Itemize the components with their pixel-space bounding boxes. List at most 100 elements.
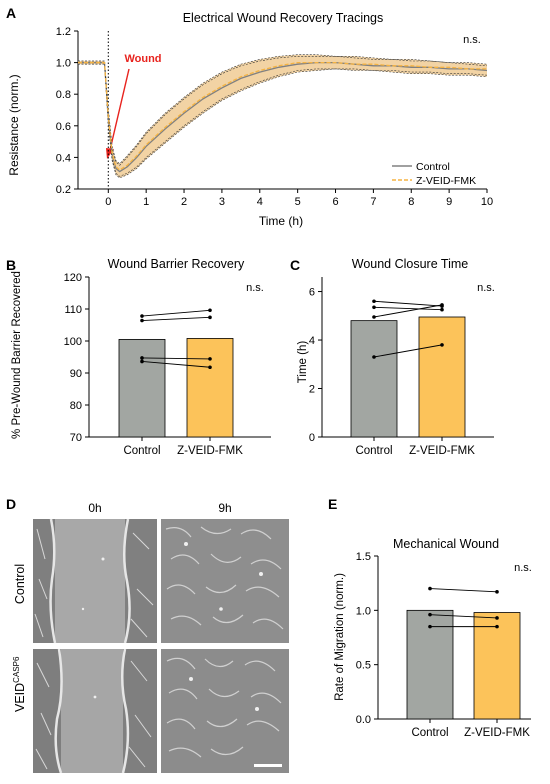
chart-b-pair-line (141, 309, 211, 317)
chart-b-pair-line (141, 361, 211, 368)
chart-b-title: Wound Barrier Recovery (108, 257, 245, 271)
chart-a-xtick-label: 4 (257, 196, 263, 208)
chart-e-pair-point (428, 624, 432, 629)
chart-e-pair-point (428, 586, 432, 591)
chart-a-xtick-label: 6 (332, 196, 338, 208)
chart-b-ytick-label: 80 (70, 400, 82, 412)
micrograph-veid-9h (161, 649, 289, 773)
chart-b-pair-point (208, 308, 212, 313)
panel-label-d: D (6, 496, 16, 512)
row-label-veid: VEIDCASP6 (12, 656, 27, 712)
chart-b-ytick-label: 100 (64, 336, 82, 348)
chart-a-xtick-label: 0 (105, 196, 111, 208)
chart-e-pair-point (428, 612, 432, 617)
chart-c-pair-point (440, 307, 444, 312)
chart-a-ytick-label: 0.2 (56, 184, 71, 196)
row-label-control: Control (13, 564, 27, 604)
row-label-veid-sup: CASP6 (12, 656, 21, 683)
chart-b-xtick-label: Control (123, 445, 160, 457)
chart-a-xtick-label: 9 (446, 196, 452, 208)
panel-label-e: E (328, 496, 337, 512)
chart-e-significance: n.s. (514, 562, 532, 574)
micrograph-veid-0h (33, 649, 157, 773)
chart-a-ytick-label: 1.2 (56, 26, 71, 38)
panel-label-a: A (6, 5, 16, 21)
chart-e-pair-point (495, 590, 499, 594)
chart-c-pair-line (373, 300, 443, 307)
chart-c-pair-line (373, 306, 443, 311)
chart-b-bar-0 (118, 338, 166, 438)
chart-b-pair-point (208, 357, 212, 361)
chart-a-ytick-label: 0.8 (56, 89, 71, 101)
chart-b-pair-point (140, 314, 144, 318)
chart-c-bar-0 (350, 320, 398, 438)
chart-b-ylabel: % Pre-Wound Barrier Recovered (11, 271, 23, 439)
micrograph-control-9h (161, 519, 289, 643)
chart-c-xtick-label: Z-VEID-FMK (409, 445, 475, 457)
chart-b-pair-line (141, 357, 211, 360)
chart-b-pair-point (140, 318, 144, 323)
chart-b-ytick-label: 120 (64, 272, 82, 284)
chart-c-pair-line (373, 304, 443, 318)
micrograph-control-9h-image (161, 519, 289, 643)
chart-c-ytick-label: 2 (309, 384, 315, 396)
chart-a-xtick-label: 2 (181, 196, 187, 208)
series-upper-control (78, 55, 488, 166)
chart-a: Electrical Wound Recovery Tracings Resis… (7, 11, 493, 228)
chart-e-bar-1 (473, 612, 521, 720)
chart-e-pair-line (429, 614, 498, 619)
chart-e-ytick-label: 0.0 (356, 714, 371, 726)
col-label-0h: 0h (88, 501, 101, 515)
chart-a-xtick-label: 10 (481, 196, 493, 208)
wound-arrow (109, 68, 130, 151)
chart-a-xtick-label: 8 (408, 196, 414, 208)
chart-b-pair-point (140, 359, 144, 364)
series-line-zveid (78, 61, 487, 171)
series-upper-zveid (78, 54, 488, 165)
chart-a-significance: n.s. (463, 34, 481, 46)
chart-b-ytick-label: 90 (70, 368, 82, 380)
micrograph-control-0h (33, 519, 157, 643)
panel-label-b: B (6, 257, 16, 273)
micrograph-veid-9h-image (161, 649, 289, 773)
chart-a-xtick-label: 1 (143, 196, 149, 208)
series-lower-control (78, 63, 488, 179)
chart-c-pair-point (372, 299, 376, 304)
row-label-veid-main: VEID (13, 683, 27, 712)
chart-b-xtick-label: Z-VEID-FMK (177, 445, 243, 457)
chart-c-pair-point (440, 343, 444, 347)
chart-e-pair-line (429, 588, 498, 593)
chart-e-title: Mechanical Wound (393, 537, 499, 551)
chart-b-bar-1 (186, 338, 234, 438)
chart-a-ylabel: Resistance (norm.) (7, 74, 21, 175)
chart-e-ylabel: Rate of Migration (norm.) (334, 573, 346, 701)
panel-label-c: C (290, 257, 300, 273)
chart-a-legend: Control Z-VEID-FMK (392, 161, 476, 187)
chart-a-ytick-label: 0.6 (56, 121, 71, 133)
micrograph-labels: 0h 9h Control VEIDCASP6 (12, 501, 232, 712)
chart-e-ytick-label: 0.5 (356, 660, 371, 672)
chart-e-ytick-label: 1.5 (356, 551, 371, 563)
chart-c-pair-point (372, 305, 376, 310)
chart-c-pair-point (372, 315, 376, 319)
chart-c-title: Wound Closure Time (352, 257, 469, 271)
chart-c-ytick-label: 6 (309, 287, 315, 299)
col-label-9h: 9h (218, 501, 231, 515)
chart-b-significance: n.s. (246, 282, 264, 294)
chart-a-ytick-label: 1.0 (56, 58, 71, 70)
chart-c-xtick-label: Control (355, 445, 392, 457)
chart-c-significance: n.s. (477, 282, 495, 294)
chart-a-xtick-label: 5 (295, 196, 301, 208)
chart-c-ylabel: Time (h) (297, 341, 309, 384)
micrograph-veid-0h-image (33, 649, 157, 773)
legend-label-control: Control (416, 161, 450, 173)
chart-c-pair-point (440, 303, 444, 307)
chart-a-title: Electrical Wound Recovery Tracings (183, 11, 384, 25)
chart-b-ytick-label: 110 (64, 304, 82, 316)
chart-c-ytick-label: 0 (309, 432, 315, 444)
chart-b: Wound Barrier Recovery % Pre-Wound Barri… (11, 257, 271, 457)
chart-e-bar-0 (406, 609, 454, 720)
chart-c-bar-1 (418, 316, 466, 438)
chart-a-xtick-label: 3 (219, 196, 225, 208)
